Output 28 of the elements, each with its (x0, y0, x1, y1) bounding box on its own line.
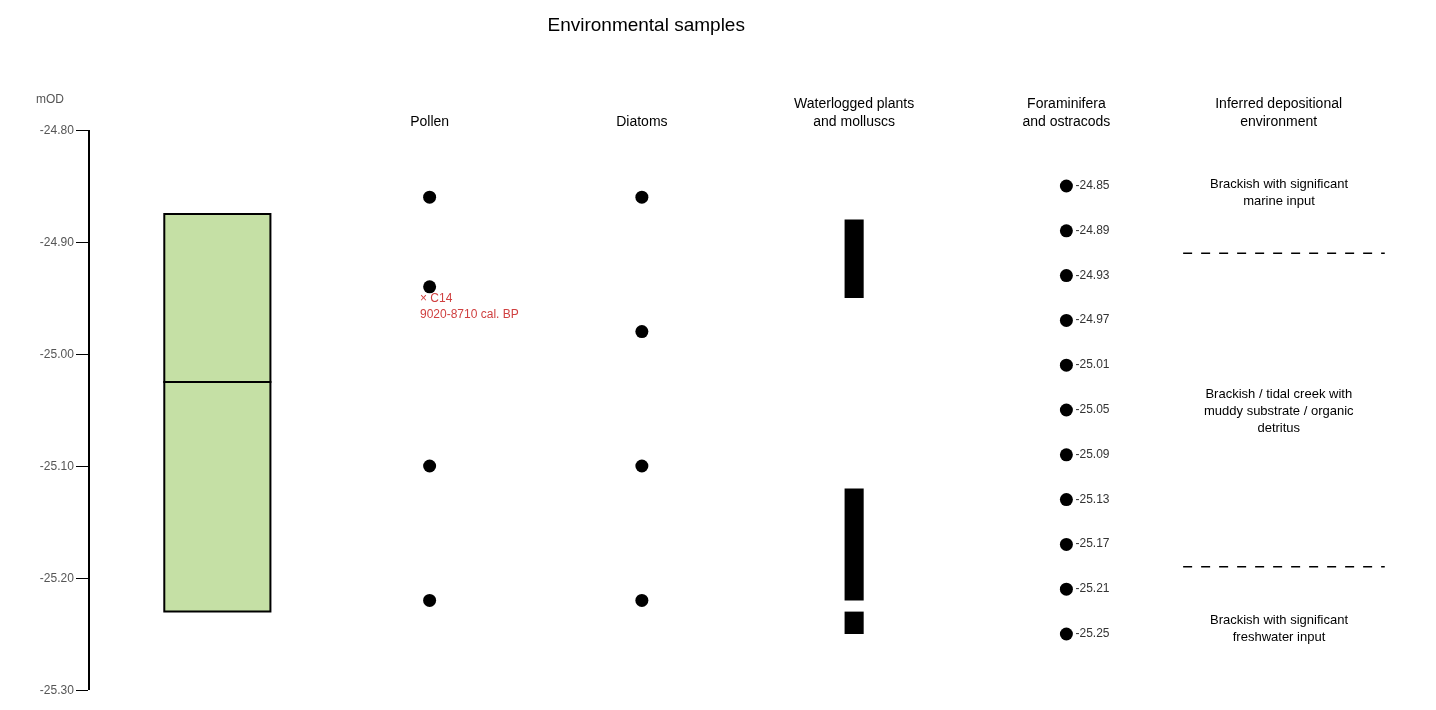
y-tick-label: -24.90 (39, 235, 75, 250)
y-tick-label: -24.80 (39, 123, 75, 138)
data-label: -25.05 (1075, 402, 1110, 416)
data-label: -24.97 (1075, 312, 1110, 327)
data-label: -25.13 (1075, 491, 1110, 506)
annotation: × C14 9020-8710 cal. BP (420, 291, 519, 321)
annotation: Brackish with significant marine input (1210, 176, 1349, 208)
data-label: -24.89 (1075, 222, 1110, 237)
y-tick-label: -25.30 (39, 683, 75, 698)
x-tick-label: Foraminifera and ostracods (1022, 95, 1111, 130)
data-label: -25.25 (1075, 626, 1110, 640)
y-axis-title: mOD (36, 92, 65, 106)
y-tick-label: -25.00 (39, 347, 75, 362)
y-tick-label: -25.10 (39, 459, 75, 474)
data-label: -24.85 (1075, 178, 1110, 192)
data-label: -25.09 (1075, 446, 1110, 461)
y-tick-label: -25.20 (39, 571, 75, 586)
data-label: -25.21 (1075, 581, 1110, 596)
x-tick-label: Pollen (410, 113, 450, 130)
x-tick-label: Inferred depositional environment (1215, 95, 1343, 130)
x-tick-label: Diatoms (616, 113, 668, 130)
annotation: Brackish with significant freshwater input (1210, 612, 1349, 644)
data-label: -25.17 (1075, 536, 1110, 551)
data-label: -24.93 (1075, 267, 1110, 282)
chart-title: Environmental samples (547, 14, 745, 36)
data-label: -25.01 (1075, 357, 1110, 372)
annotation: Brackish / tidal creek with muddy substrate / organic detritus (1204, 386, 1355, 435)
x-tick-label: Waterlogged plants and molluscs (794, 95, 915, 130)
